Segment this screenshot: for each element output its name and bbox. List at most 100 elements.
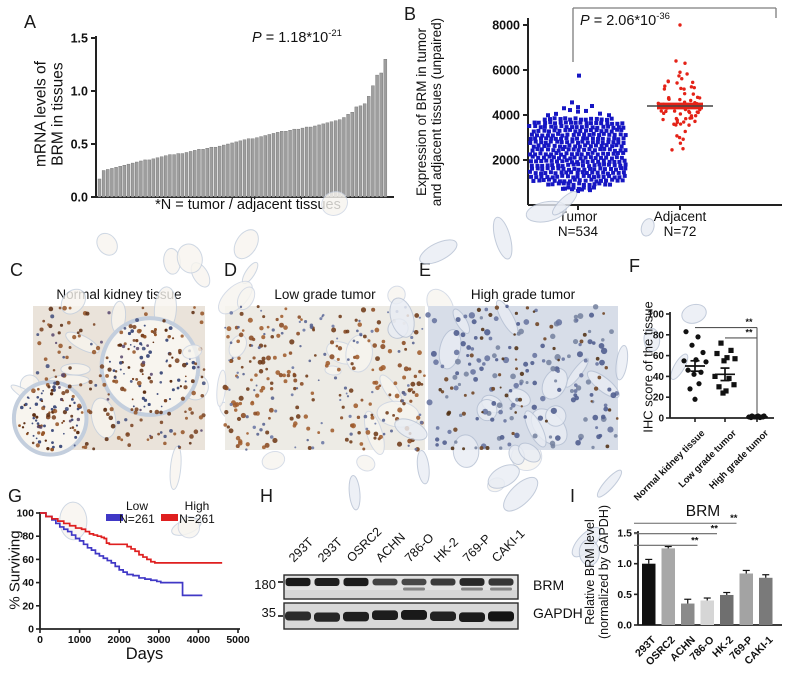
tumor-point	[571, 147, 576, 152]
adjacent-point	[681, 137, 685, 141]
nucleus-dot	[55, 380, 60, 386]
nucleus-dot	[371, 390, 374, 394]
tumor-point	[573, 120, 578, 125]
y-tick-label: 80	[22, 531, 34, 543]
nucleus-dot	[607, 408, 612, 412]
adjacent-point	[659, 109, 663, 113]
nucleus-dot	[293, 421, 298, 426]
nucleus-dot	[62, 305, 67, 311]
tumor-point	[619, 127, 624, 132]
nucleus-dot	[523, 415, 527, 419]
nucleus-dot	[479, 316, 483, 320]
tumor-point	[609, 129, 614, 134]
glomerulus-nucleus	[141, 396, 145, 400]
nucleus-dot	[541, 359, 546, 363]
nucleus-dot	[336, 337, 339, 340]
tumor-point	[614, 143, 619, 148]
nucleus-dot	[31, 388, 36, 394]
bar	[383, 59, 388, 198]
tumor-point	[620, 178, 625, 183]
nucleus-dot	[573, 314, 578, 319]
tumor-point	[550, 163, 555, 168]
nucleus-dot	[77, 334, 81, 338]
tumor-point	[534, 159, 539, 164]
bar	[267, 134, 272, 198]
adjacent-point	[689, 85, 694, 89]
panel-g-x-axis-label: Days	[125, 645, 164, 663]
data-point-circle	[685, 367, 691, 373]
tumor-point	[589, 116, 594, 121]
data-point-square	[731, 382, 737, 388]
nucleus-dot	[378, 366, 384, 372]
tumor-point	[622, 158, 627, 163]
nucleus-dot	[276, 333, 281, 338]
nucleus-dot	[135, 346, 140, 351]
nucleus-dot	[393, 381, 398, 386]
tumor-point	[528, 159, 533, 164]
adjacent-point	[693, 114, 698, 118]
nucleus-dot	[454, 440, 458, 444]
nucleus-dot	[321, 441, 325, 445]
bar	[159, 156, 164, 198]
tumor-point	[615, 127, 620, 132]
nucleus-dot	[335, 344, 339, 348]
glomerulus-nucleus	[76, 430, 80, 435]
glomerulus-nucleus	[44, 439, 47, 442]
glomerulus-nucleus	[52, 385, 56, 389]
nucleus-dot	[54, 341, 58, 345]
nucleus-dot	[518, 328, 524, 335]
tumor-point	[603, 182, 608, 187]
nucleus-dot	[345, 392, 348, 395]
nucleus-dot	[435, 437, 440, 442]
nucleus-dot	[294, 446, 297, 449]
panel-i-label: I	[570, 486, 576, 506]
tumor-point	[539, 147, 544, 152]
data-point-circle	[689, 342, 695, 348]
nucleus-dot	[525, 306, 530, 310]
tissue-blob	[524, 410, 547, 448]
nucleus-dot	[245, 448, 248, 451]
glomerulus-nucleus	[21, 426, 25, 429]
nucleus-dot	[262, 422, 266, 426]
tumor-point	[621, 125, 626, 130]
tumor-point	[600, 140, 605, 145]
tumor-point	[595, 152, 600, 157]
blot-lane-label: CAKI-1	[489, 526, 528, 565]
nucleus-dot	[146, 344, 150, 347]
nucleus-dot	[92, 447, 96, 451]
nucleus-dot	[132, 350, 136, 354]
nucleus-dot	[577, 313, 584, 319]
tumor-point	[565, 132, 570, 137]
tumor-point	[584, 124, 589, 129]
nucleus-dot	[460, 340, 466, 347]
nucleus-dot	[446, 411, 451, 416]
tumor-point	[546, 129, 551, 134]
nucleus-dot	[98, 374, 102, 378]
tumor-point	[564, 125, 569, 130]
tumor-point	[576, 167, 581, 172]
bar	[280, 131, 284, 198]
data-point-square	[723, 388, 729, 394]
tumor-point	[557, 128, 562, 133]
adjacent-point	[689, 98, 693, 103]
bar	[184, 152, 189, 198]
nucleus-dot	[255, 384, 258, 387]
tumor-point	[529, 174, 534, 179]
nucleus-dot	[461, 411, 466, 416]
tumor-point	[528, 140, 533, 145]
x-tick-label: 2000	[108, 634, 132, 646]
nucleus-dot	[242, 372, 245, 376]
nucleus-dot	[374, 422, 377, 425]
nucleus-dot	[154, 409, 160, 415]
tumor-point	[598, 166, 603, 171]
group-points	[681, 329, 709, 402]
glomerulus-nucleus	[27, 431, 29, 434]
bar	[222, 144, 226, 198]
nucleus-dot	[572, 339, 579, 345]
glomerulus-nucleus	[43, 424, 46, 428]
glomerulus-nucleus	[147, 402, 151, 407]
bar	[201, 149, 205, 198]
tissue-blob	[452, 308, 471, 334]
nucleus-dot	[341, 405, 345, 409]
nucleus-dot	[308, 359, 312, 363]
